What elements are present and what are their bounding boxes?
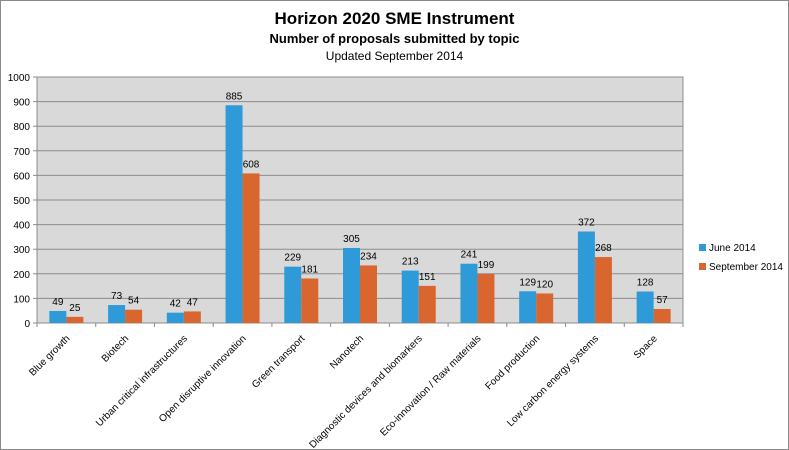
chart-subtitle: Number of proposals submitted by topic [269,31,520,46]
data-label: 268 [595,243,612,254]
y-tick-label: 500 [13,196,30,207]
data-label: 199 [478,260,495,271]
bar [166,312,184,323]
y-tick-label: 700 [13,147,30,158]
data-label: 54 [128,296,140,307]
bar [242,173,260,323]
bar [577,231,595,323]
data-label: 47 [187,297,199,308]
data-label: 213 [402,257,419,268]
bar [594,257,612,323]
bar [401,270,419,323]
data-label: 73 [111,291,123,302]
bar [519,291,537,323]
x-tick-label: Biotech [100,333,131,364]
data-label: 49 [52,297,64,308]
x-tick-label: Eco-innovation / Raw materials [378,333,483,438]
x-tick-label: Food production [483,333,542,392]
bar [225,105,243,323]
x-tick-label: Space [632,333,660,361]
chart-header: Horizon 2020 SME Instrument Number of pr… [0,8,789,64]
legend-swatch [699,263,706,270]
data-label: 305 [343,234,360,245]
bar [49,310,67,323]
data-label: 25 [69,303,81,314]
y-tick-label: 900 [13,98,30,109]
bar [460,263,478,323]
bar [125,309,143,323]
y-tick-label: 300 [13,245,30,256]
y-tick-label: 600 [13,171,30,182]
data-label: 128 [637,278,654,289]
bar [636,291,654,323]
x-tick-label: Diagnostic devices and biomarkers [307,333,424,450]
data-label: 885 [226,91,243,102]
bar [301,278,319,323]
data-label: 120 [536,279,553,290]
data-label: 129 [519,277,536,288]
bar [108,305,126,323]
bar [536,293,554,323]
bar [477,274,495,323]
bar [183,311,201,323]
legend-label: June 2014 [709,243,756,254]
legend-label: September 2014 [709,262,783,273]
data-label: 181 [301,264,318,275]
x-tick-label: Nanotech [328,333,366,371]
bar [343,247,360,323]
data-label: 608 [243,159,260,170]
data-label: 57 [657,295,669,306]
x-tick-label: Green transport [250,333,307,390]
data-label: 151 [419,272,436,283]
bar [284,266,302,323]
bar [653,308,671,323]
bar [418,285,436,323]
x-tick-label: Blue growth [27,333,72,378]
legend-swatch [699,244,706,251]
data-label: 241 [461,250,478,261]
chart-updated-note: Updated September 2014 [325,49,464,63]
y-tick-label: 100 [13,294,30,305]
y-tick-label: 0 [24,319,30,330]
y-tick-label: 400 [13,221,30,232]
data-label: 372 [578,217,595,228]
y-tick-label: 800 [13,122,30,133]
y-tick-label: 1000 [8,73,31,84]
data-label: 229 [284,253,301,264]
data-label: 42 [170,299,182,310]
bar [360,265,377,323]
data-label: 234 [360,251,377,262]
bar [66,316,84,323]
y-tick-label: 200 [13,270,30,281]
chart-title: Horizon 2020 SME Instrument [274,9,515,28]
